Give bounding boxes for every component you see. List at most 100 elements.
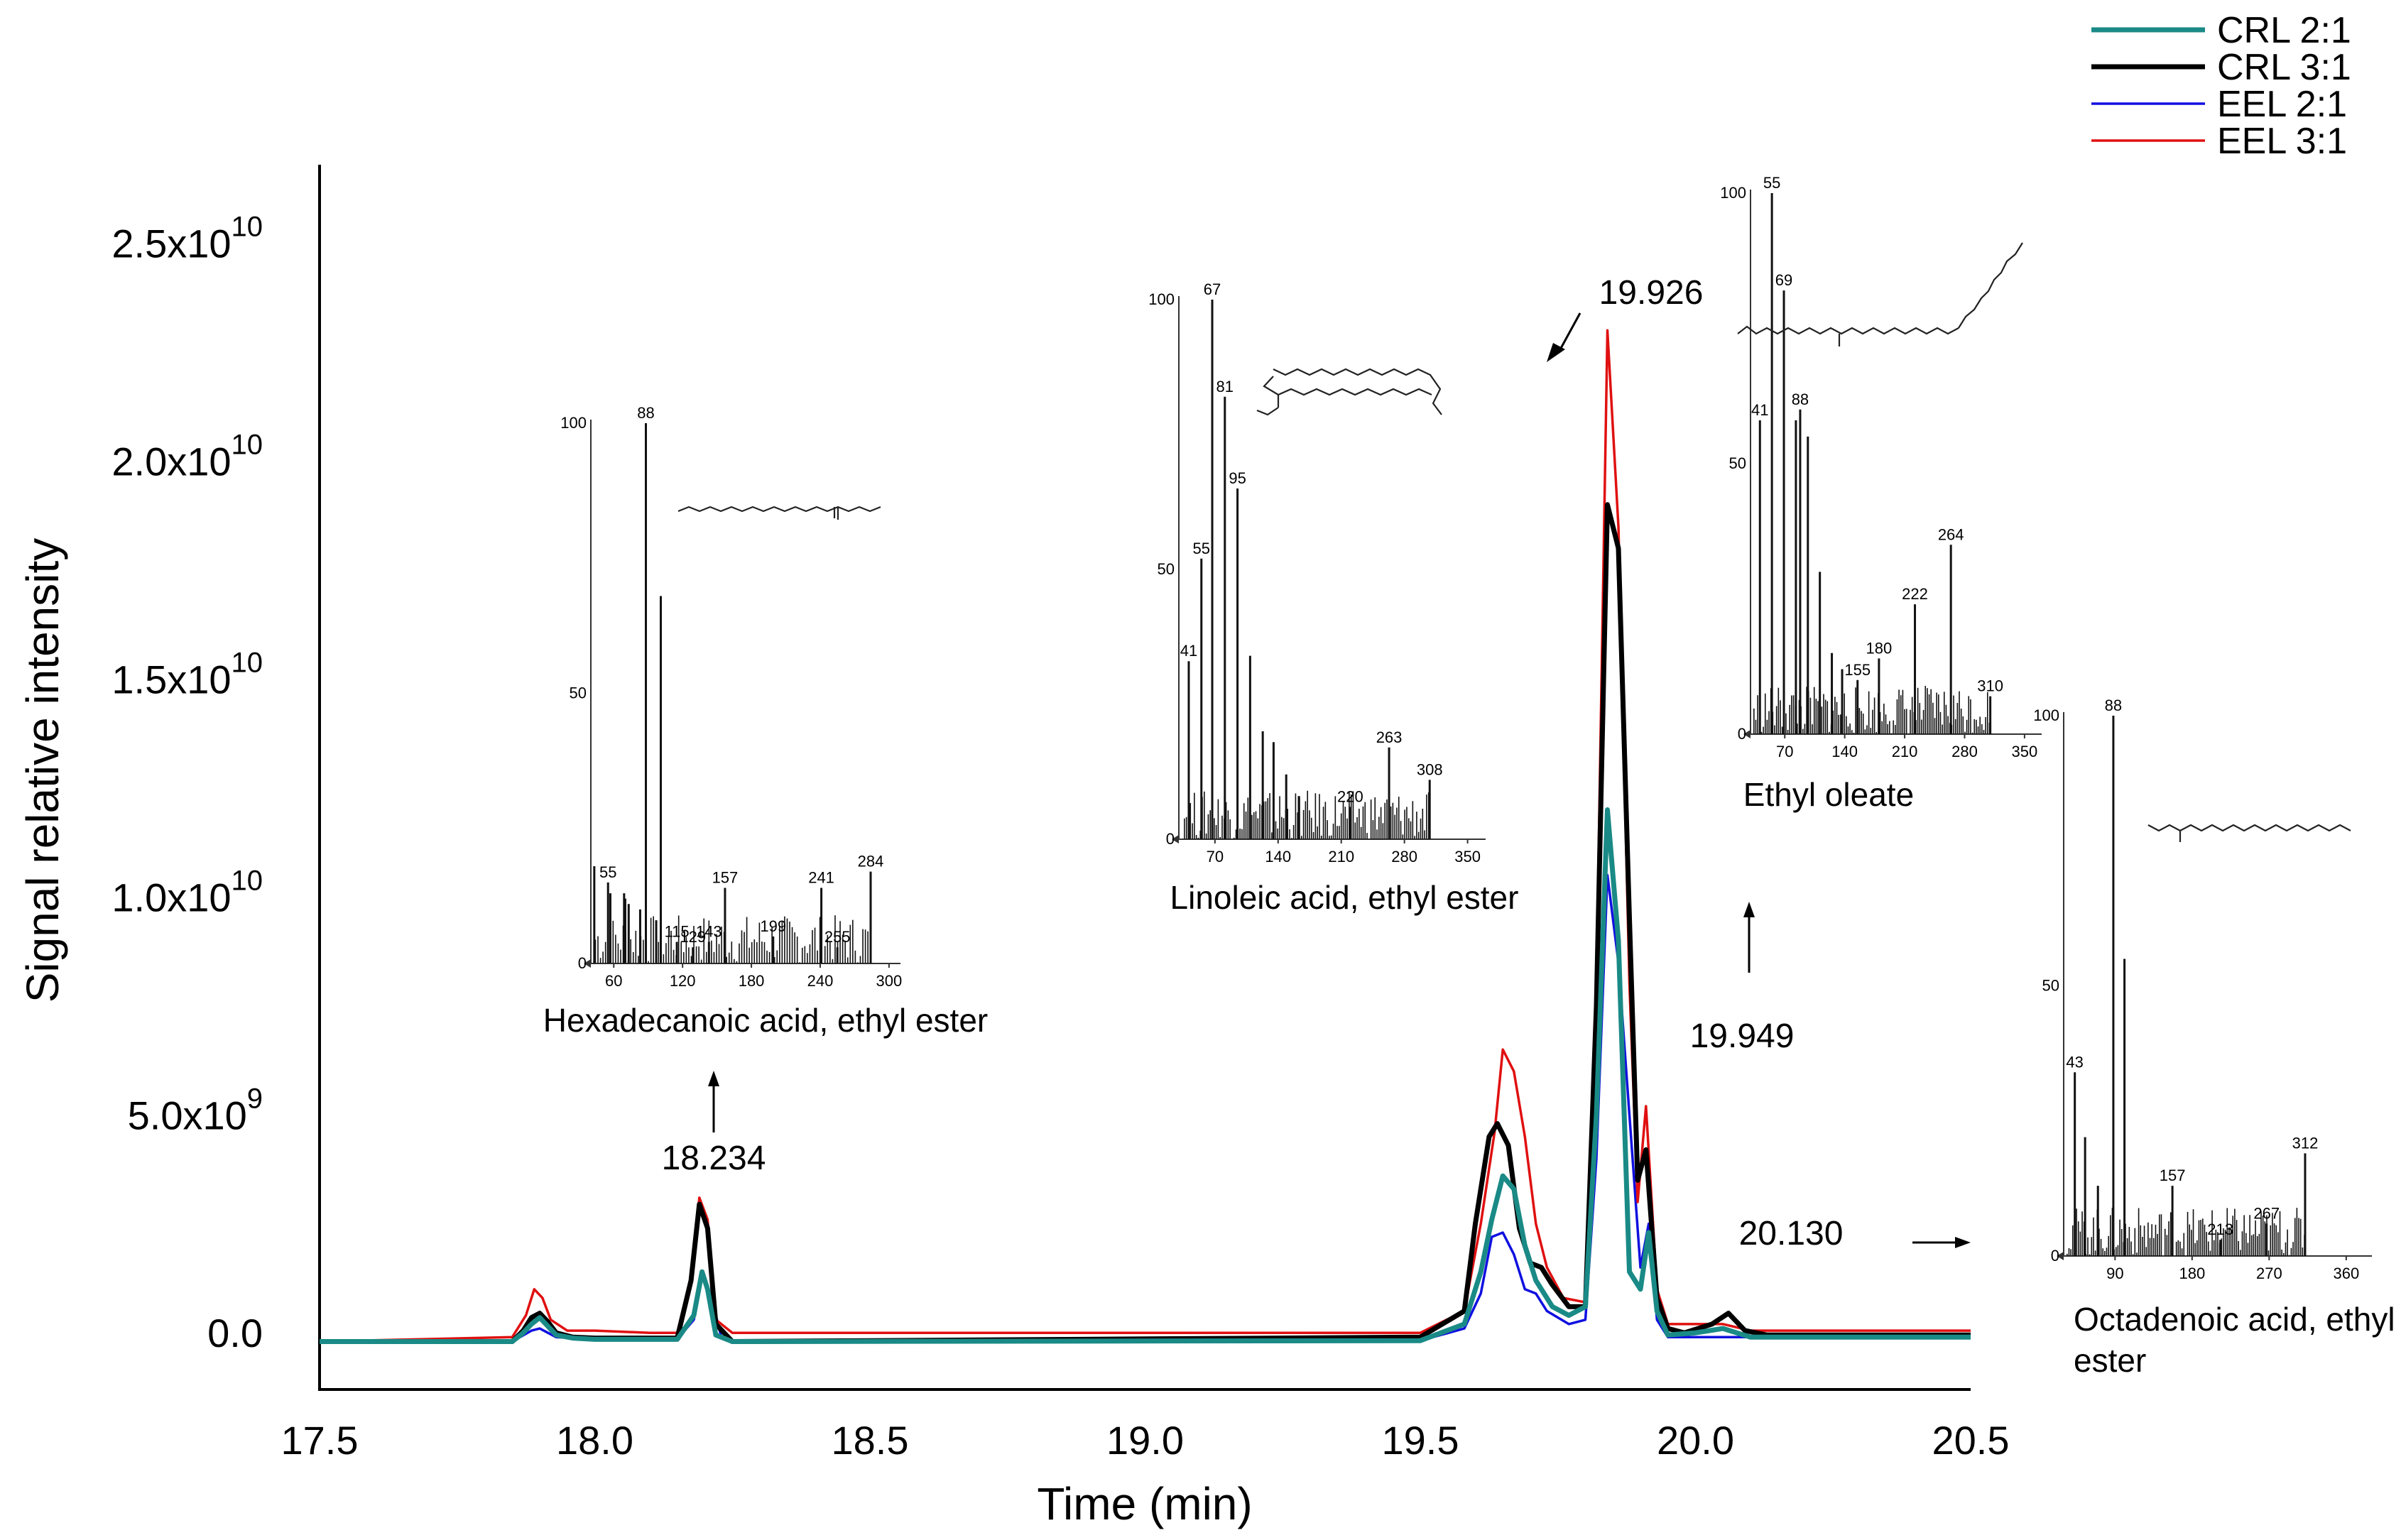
inset-x-tick-label: 90	[2106, 1265, 2123, 1282]
inset-peak-label: 199	[760, 917, 786, 935]
x-tick-labels: 17.5 18.0 18.5 19.0 19.5 20.0 20.5	[281, 1418, 2010, 1463]
inset-peak-label: 55	[1193, 540, 1210, 557]
arrowhead-19-949	[1743, 902, 1755, 917]
inset-peak-label: 241	[808, 868, 834, 886]
inset-peak-label: 88	[2105, 697, 2122, 714]
inset-peak-label: 263	[1376, 728, 1403, 746]
series-line-crl-2-1	[320, 807, 1971, 1344]
inset-y-label: 0	[578, 954, 587, 972]
inset-y-label: 0	[2051, 1247, 2059, 1265]
inset-peak-label: 213	[2207, 1220, 2233, 1238]
series-line-eel-2-1	[320, 873, 1971, 1343]
inset-marker	[2057, 1252, 2064, 1260]
inset-x-tick-label: 60	[605, 972, 622, 990]
inset-peak-label: 88	[1792, 391, 1809, 408]
inset-lino: 100 50 0 70 140 210 280 350 41 55 67 81 95 220 263 308 L…	[1148, 280, 1518, 916]
inset-peak-label: 55	[599, 863, 616, 881]
molecular-structures	[677, 242, 2351, 842]
legend-label: CRL 2:1	[2217, 10, 2351, 51]
inset-peak-label: 157	[2160, 1167, 2186, 1184]
y-tick-label: 1.0x1010	[111, 865, 263, 919]
inset-peak-label: 267	[2253, 1204, 2280, 1222]
inset-y-label: 100	[2033, 706, 2059, 724]
y-tick-label: 1.5x1010	[111, 647, 263, 701]
y-axis-label: Signal relative intensity	[17, 538, 68, 1003]
x-tick-label: 20.5	[1932, 1418, 2010, 1463]
inset-x-tick-label: 350	[1454, 848, 1481, 865]
inset-x-tick-label: 280	[1951, 743, 1978, 760]
inset-peak-label: 115	[665, 923, 690, 941]
inset-marker	[1172, 835, 1179, 843]
inset-peak-label: 41	[1751, 401, 1768, 419]
inset-x-tick-label: 180	[2179, 1265, 2205, 1282]
inset-peak-label: 129	[680, 928, 706, 946]
inset-y-label: 50	[570, 684, 587, 702]
inset-y-label: 100	[560, 414, 587, 432]
inset-x-tick-label: 180	[739, 972, 765, 990]
inset-marker	[1743, 730, 1751, 738]
inset-x-tick-label: 210	[1328, 848, 1354, 865]
y-tick-labels: 0.0 5.0x109 1.0x1010 1.5x1010 2.0x1010 2.5x10…	[111, 211, 263, 1355]
arrowhead-19-926	[1547, 343, 1565, 362]
inset-caption: Ethyl oleate	[1743, 776, 1914, 813]
y-tick-label: 2.5x1010	[111, 211, 263, 266]
inset-caption: Hexadecanoic acid, ethyl ester	[543, 1002, 988, 1039]
arrowhead-20-130	[1955, 1237, 1971, 1248]
inset-caption: Octadenoic acid, ethyl	[2074, 1301, 2395, 1338]
inset-y-label: 100	[1148, 290, 1175, 308]
inset-x-tick-label: 350	[2012, 743, 2038, 760]
inset-caption: Linoleic acid, ethyl ester	[1170, 879, 1519, 916]
inset-x-tick-label: 120	[670, 972, 696, 990]
inset-x-tick-label: 140	[1265, 848, 1291, 865]
inset-peak-label: 43	[2066, 1053, 2083, 1071]
inset-x-tick-label: 240	[807, 972, 834, 990]
inset-peak-label: 67	[1204, 280, 1221, 298]
annotation-19-926: 19.926	[1599, 274, 1704, 312]
inset-x-tick-label: 210	[1892, 743, 1918, 760]
annotations: 18.234 19.926 19.949 20.130	[662, 274, 1971, 1252]
legend-label: EEL 3:1	[2217, 121, 2347, 162]
inset-marker	[584, 959, 591, 968]
inset-peak-label: 69	[1775, 271, 1792, 289]
inset-y-label: 50	[1158, 560, 1175, 578]
arrowhead-18-234	[708, 1071, 719, 1086]
inset-peak-label: 264	[1938, 525, 1964, 543]
legend-label: CRL 3:1	[2217, 47, 2351, 88]
inset-peak-label: 157	[712, 868, 739, 886]
inset-peak-label: 255	[824, 928, 851, 946]
inset-x-tick-label: 270	[2256, 1265, 2282, 1282]
structure-linoleate	[1256, 368, 1442, 416]
inset-peak-label: 55	[1763, 174, 1780, 192]
inset-peak-label: 308	[1417, 760, 1443, 778]
inset-peak-label: 155	[1844, 661, 1871, 679]
inset-y-label: 0	[1166, 830, 1175, 848]
y-tick-label: 2.0x1010	[111, 429, 263, 484]
inset-peak-label: 81	[1216, 378, 1234, 395]
x-tick-label: 20.0	[1657, 1418, 1734, 1463]
structure-hexadecanoate	[677, 506, 881, 520]
inset-x-tick-label: 140	[1831, 743, 1858, 760]
annotation-19-949: 19.949	[1690, 1017, 1795, 1055]
inset-peak-label: 88	[637, 404, 654, 422]
structure-oleate	[1737, 242, 2023, 346]
annotation-20-130: 20.130	[1739, 1215, 1844, 1252]
inset-peak-label: 220	[1337, 787, 1363, 805]
inset-x-tick-label: 280	[1391, 848, 1417, 865]
inset-x-tick-label: 300	[876, 972, 902, 990]
inset-peak-label: 222	[1902, 585, 1928, 603]
inset-y-label: 50	[2042, 977, 2059, 995]
inset-octa: 100 50 0 90 180 270 360 43 88 157 213 267 312 Octaden…	[2033, 697, 2395, 1379]
inset-peak-label: 143	[696, 923, 722, 941]
inset-y-label: 100	[1720, 184, 1746, 202]
inset-peak-label: 310	[1977, 677, 2003, 695]
x-tick-label: 18.5	[832, 1418, 909, 1463]
inset-y-label: 0	[1738, 725, 1746, 743]
x-tick-label: 17.5	[281, 1418, 359, 1463]
x-axis-label: Time (min)	[1037, 1478, 1252, 1529]
x-tick-label: 19.0	[1106, 1418, 1184, 1463]
x-tick-label: 19.5	[1382, 1418, 1459, 1463]
inset-peak-label: 95	[1229, 469, 1246, 487]
